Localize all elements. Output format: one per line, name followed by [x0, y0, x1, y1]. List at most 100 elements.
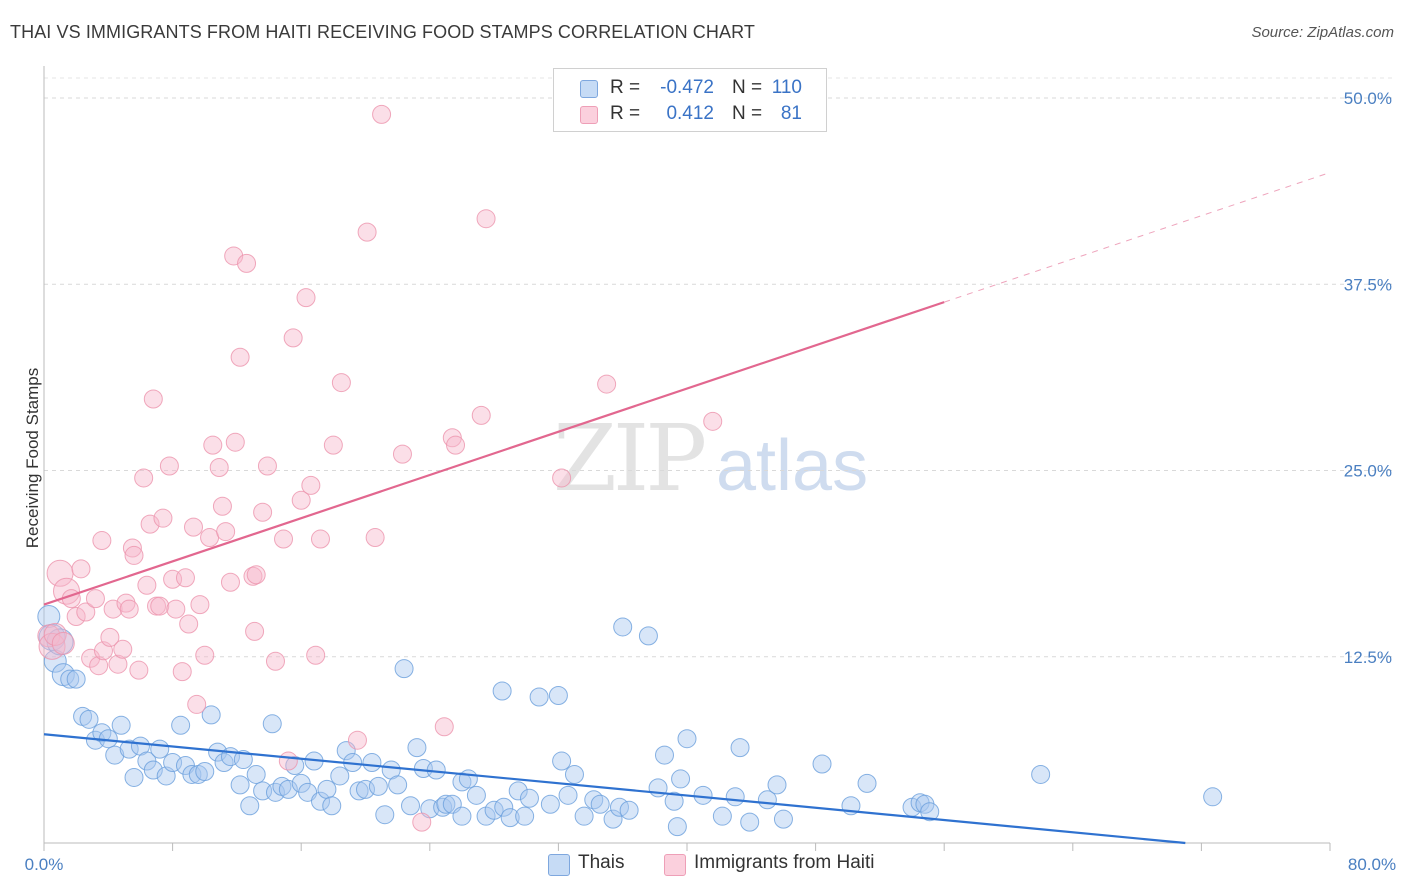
point-haiti [100, 627, 120, 647]
axes [43, 66, 1331, 851]
point-haiti [209, 458, 229, 478]
point-thais [375, 805, 395, 825]
point-thais [124, 767, 144, 787]
point-haiti [357, 222, 377, 242]
point-haiti [257, 456, 277, 476]
point-haiti [347, 730, 367, 750]
point-thais [712, 806, 732, 826]
point-haiti [143, 389, 163, 409]
x-tick-label: 0.0% [25, 855, 64, 874]
point-thais [401, 796, 421, 816]
point-thais [330, 766, 350, 786]
legend-r-value: 0.412 [666, 103, 714, 124]
legend-n-value: 110 [771, 77, 802, 98]
point-thais [171, 715, 191, 735]
point-thais [230, 775, 250, 795]
point-thais [407, 738, 427, 758]
point-thais [105, 745, 125, 765]
point-thais [310, 791, 330, 811]
point-haiti [140, 514, 160, 534]
point-thais [548, 685, 568, 705]
point-haiti [552, 468, 572, 488]
y-tick-label: 12.5% [1344, 648, 1392, 667]
point-haiti [365, 528, 385, 548]
point-thais [671, 769, 691, 789]
point-thais [317, 779, 337, 799]
trend-line-haiti [43, 301, 945, 606]
point-haiti [43, 622, 67, 646]
point-haiti [253, 502, 273, 522]
point-thais [508, 781, 528, 801]
point-haiti [230, 347, 250, 367]
point-thais [725, 787, 745, 807]
point-haiti [137, 575, 157, 595]
point-thais [558, 785, 578, 805]
point-haiti [291, 490, 311, 510]
point-haiti [225, 432, 245, 452]
point-thais [362, 753, 382, 773]
point-thais [773, 809, 793, 829]
point-haiti [66, 607, 86, 627]
point-haiti [212, 496, 232, 516]
y-tick-label: 37.5% [1344, 275, 1392, 294]
point-haiti [166, 599, 186, 619]
point-haiti [323, 435, 343, 455]
point-thais [368, 776, 388, 796]
point-thais [201, 705, 221, 725]
point-haiti [183, 517, 203, 537]
point-haiti [392, 444, 412, 464]
point-thais [66, 669, 86, 689]
y-axis-label: Receiving Food Stamps [23, 368, 42, 548]
point-haiti [265, 651, 285, 671]
point-haiti [200, 528, 220, 548]
x-tick-label: 80.0% [1348, 855, 1396, 874]
point-haiti [243, 566, 263, 586]
point-haiti [245, 621, 265, 641]
point-thais [654, 745, 674, 765]
point-haiti [274, 529, 294, 549]
point-haiti [195, 645, 215, 665]
y-tick-label: 50.0% [1344, 89, 1392, 108]
point-thais [246, 764, 266, 784]
point-thais [740, 812, 760, 832]
bottom-legend-label-thais: Thais [578, 852, 625, 873]
point-haiti [85, 589, 105, 609]
trend-line-thais [43, 733, 1186, 845]
legend-n-label: N = [732, 103, 763, 124]
point-haiti [179, 614, 199, 634]
point-thais [619, 800, 639, 820]
point-haiti [187, 694, 207, 714]
point-thais [466, 785, 486, 805]
point-thais [529, 687, 549, 707]
point-thais [458, 769, 478, 789]
point-haiti [597, 374, 617, 394]
point-haiti [306, 645, 326, 665]
point-haiti [310, 529, 330, 549]
point-thais [163, 753, 183, 773]
legend-r-value: -0.472 [660, 77, 714, 98]
point-thais [500, 808, 520, 828]
point-thais [262, 714, 282, 734]
point-thais [143, 760, 163, 780]
point-thais [552, 751, 572, 771]
point-thais [349, 781, 369, 801]
point-thais [664, 791, 684, 811]
point-haiti [108, 654, 128, 674]
point-haiti [89, 656, 109, 676]
legend: R = -0.472 N = 110 R = 0.412 N = 81 [553, 68, 827, 132]
point-thais [394, 659, 414, 679]
legend-row-haiti: R = 0.412 N = 81 [554, 101, 826, 127]
point-haiti [159, 456, 179, 476]
point-haiti [237, 253, 257, 273]
legend-swatch-thais [580, 80, 598, 98]
point-haiti [92, 531, 112, 551]
point-thais [240, 796, 260, 816]
point-haiti [296, 288, 316, 308]
point-haiti [113, 639, 133, 659]
point-haiti [153, 508, 173, 528]
point-thais [1203, 787, 1223, 807]
bottom-legend-label-haiti: Immigrants from Haiti [694, 852, 875, 873]
point-thais [857, 773, 877, 793]
point-haiti [372, 104, 392, 124]
